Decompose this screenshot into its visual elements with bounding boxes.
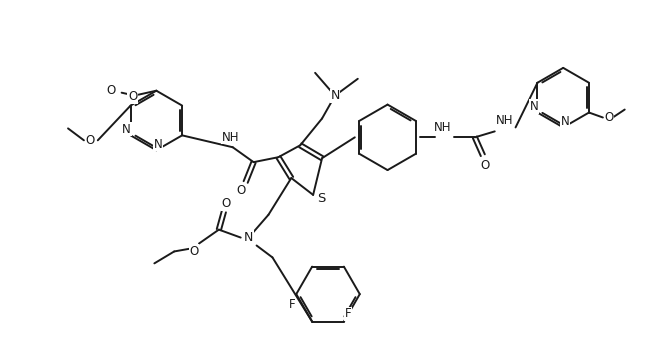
Text: F: F bbox=[344, 307, 351, 320]
Text: O: O bbox=[85, 134, 95, 147]
Text: O: O bbox=[236, 184, 245, 197]
Text: O: O bbox=[190, 245, 199, 258]
Text: NH: NH bbox=[434, 121, 451, 134]
Text: O: O bbox=[128, 90, 137, 103]
Text: N: N bbox=[561, 115, 570, 128]
Text: F: F bbox=[289, 298, 295, 311]
Text: N: N bbox=[530, 100, 539, 113]
Text: S: S bbox=[317, 192, 325, 205]
Text: O: O bbox=[604, 111, 613, 124]
Text: O: O bbox=[480, 159, 489, 172]
Text: N: N bbox=[330, 89, 340, 102]
Text: N: N bbox=[244, 231, 253, 244]
Text: O: O bbox=[221, 197, 231, 210]
Text: N: N bbox=[154, 138, 163, 151]
Text: N: N bbox=[122, 123, 131, 136]
Text: NH: NH bbox=[222, 131, 239, 144]
Text: NH: NH bbox=[496, 114, 514, 127]
Text: O: O bbox=[106, 84, 115, 97]
